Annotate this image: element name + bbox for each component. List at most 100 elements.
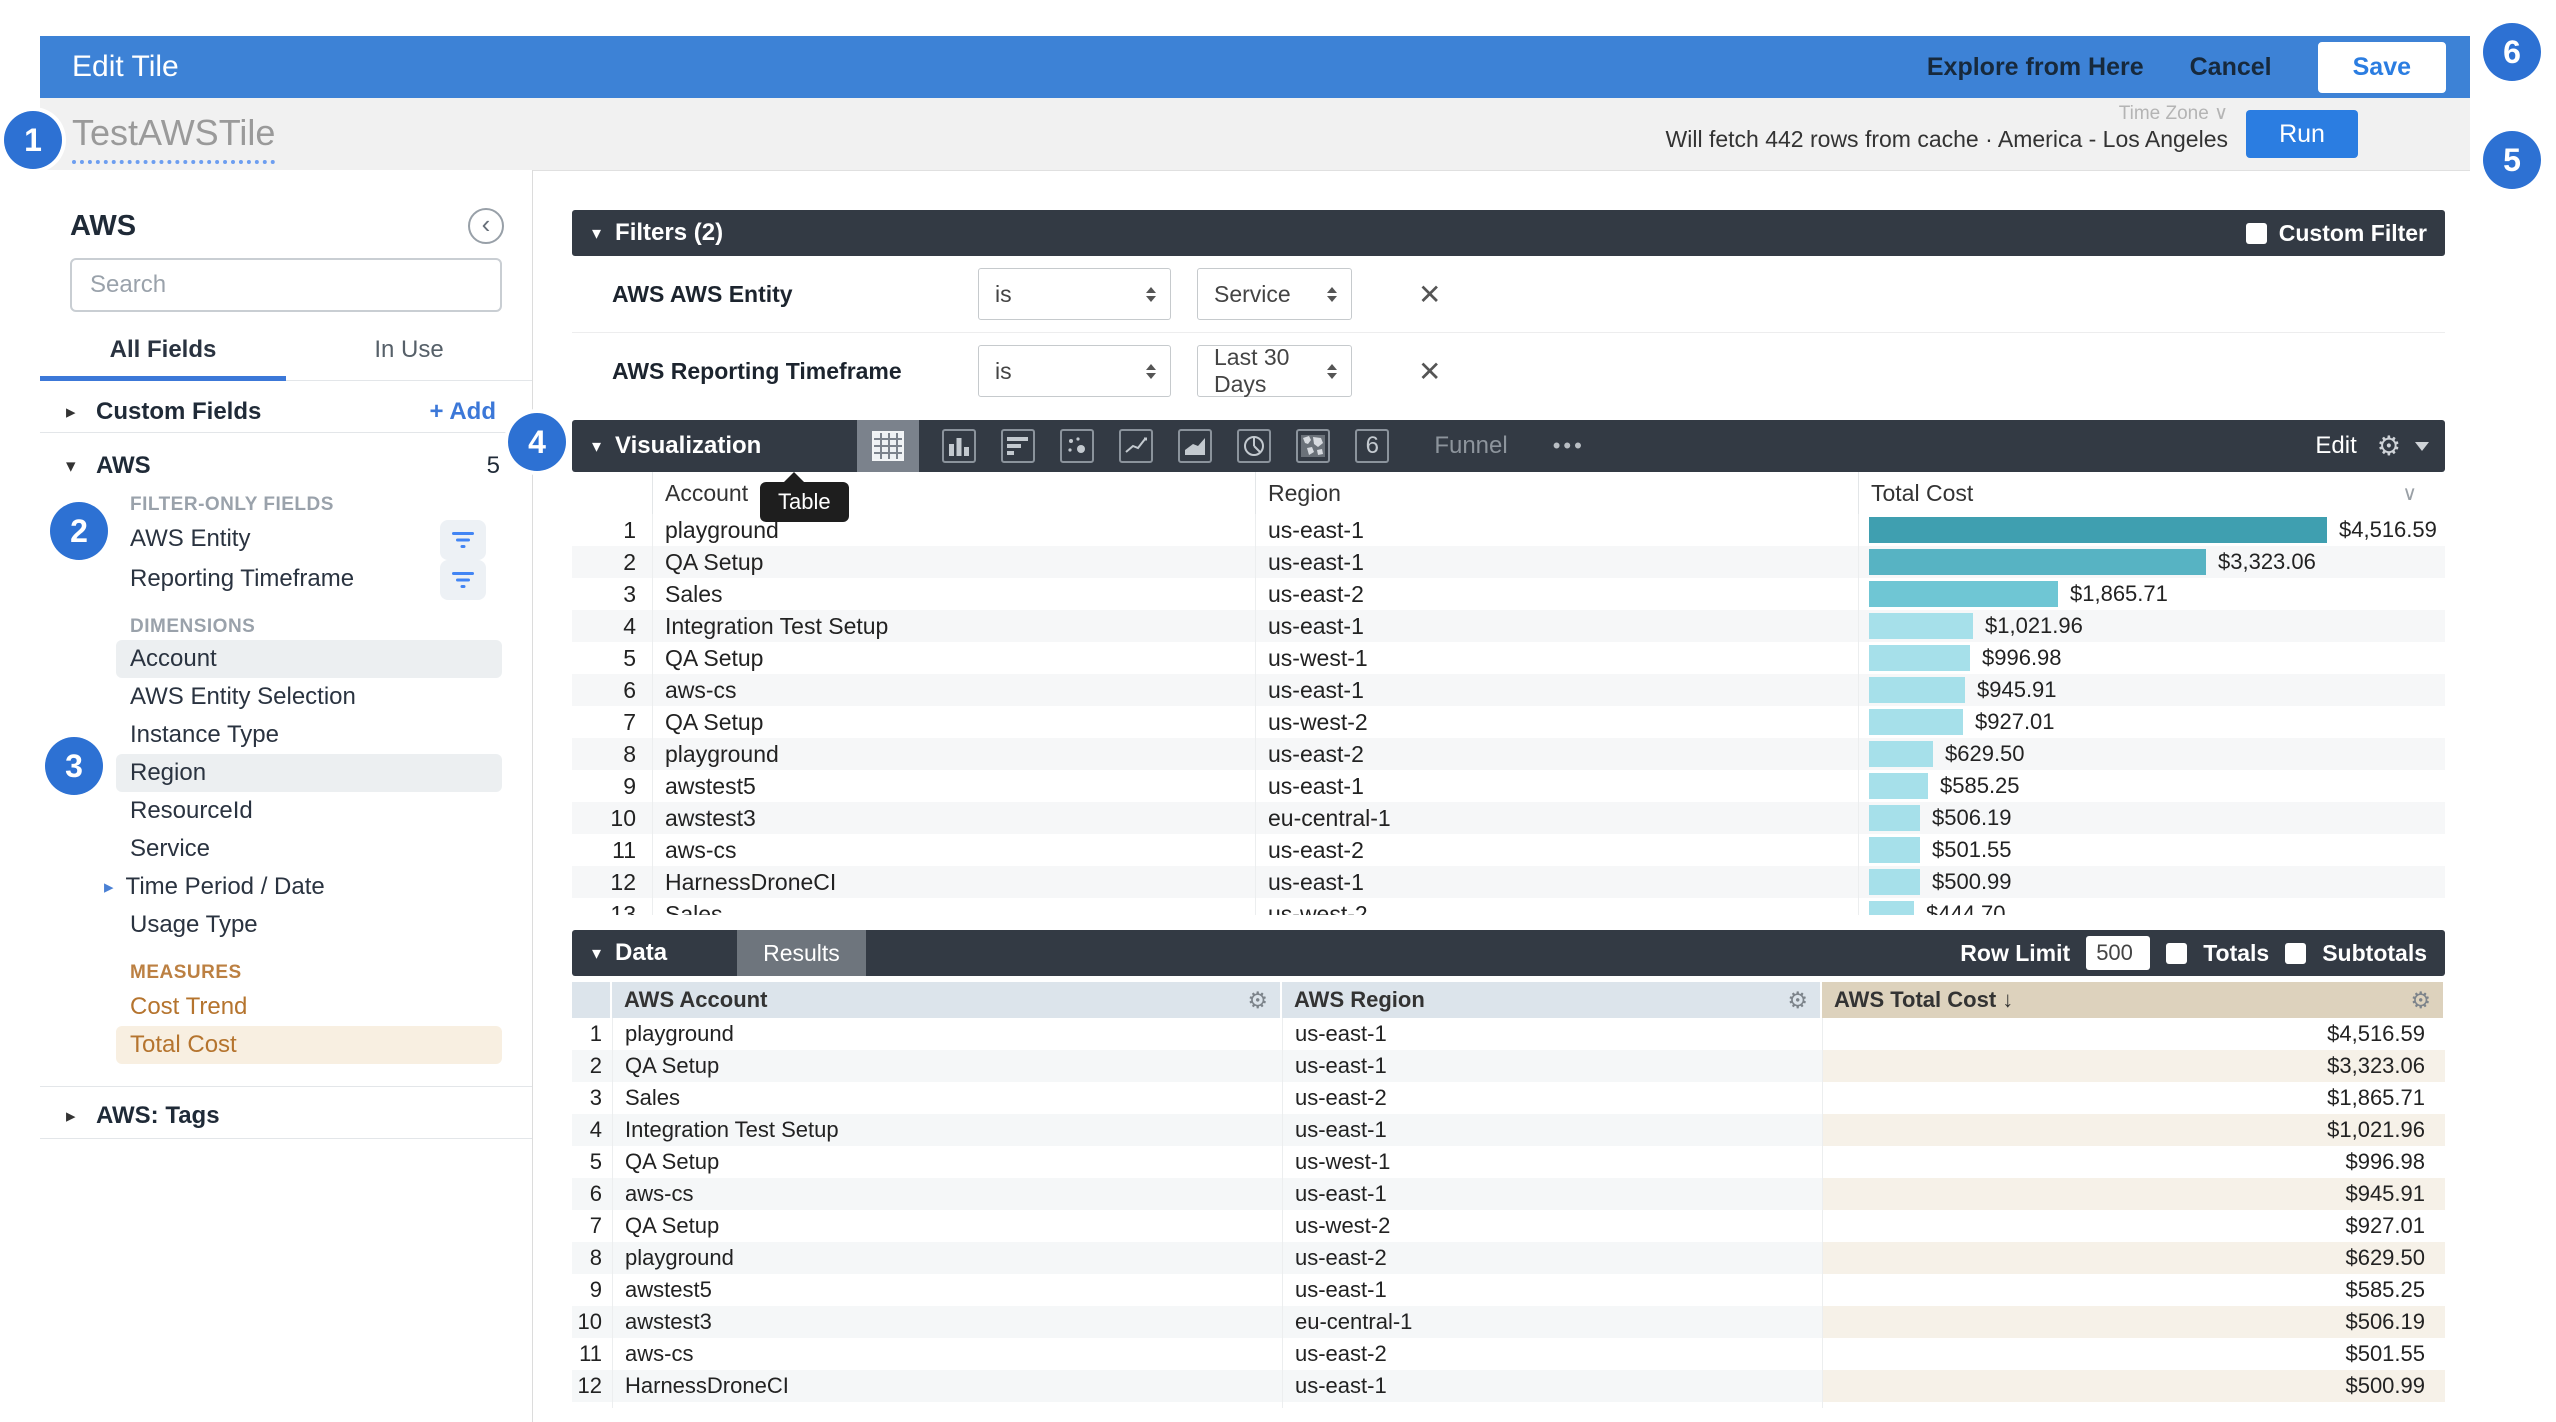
region-cell[interactable]: us-west-1 bbox=[1282, 1146, 1822, 1178]
data-table-row[interactable]: 3 Sales us-east-2 $1,865.71 bbox=[572, 1082, 2445, 1114]
region-cell[interactable]: us-east-1 bbox=[1255, 674, 1858, 706]
region-cell[interactable]: eu-central-1 bbox=[1282, 1306, 1822, 1338]
account-cell[interactable]: Integration Test Setup bbox=[652, 610, 1255, 642]
remove-filter-icon[interactable]: ✕ bbox=[1418, 278, 1442, 310]
column-gear-icon[interactable]: ⚙ bbox=[1787, 986, 1808, 1013]
account-cell[interactable]: QA Setup bbox=[652, 546, 1255, 578]
viz-type-table-button[interactable] bbox=[857, 420, 920, 472]
total-cost-cell[interactable]: $927.01 bbox=[1858, 706, 2445, 738]
data-table-row[interactable]: 13 Sales us-west-2 $444.70 bbox=[572, 1402, 2445, 1408]
account-cell[interactable]: HarnessDroneCI bbox=[612, 1370, 1282, 1402]
dimension-instance-type[interactable]: Instance Type bbox=[116, 716, 502, 754]
cancel-button[interactable]: Cancel bbox=[2189, 52, 2272, 81]
dimension-resourceid[interactable]: ResourceId bbox=[116, 792, 502, 830]
account-cell[interactable]: awstest3 bbox=[612, 1306, 1282, 1338]
region-cell[interactable]: us-east-1 bbox=[1282, 1178, 1822, 1210]
add-custom-field-button[interactable]: + Add bbox=[429, 398, 496, 425]
total-cost-cell[interactable]: $506.19 bbox=[1858, 802, 2445, 834]
subtotals-checkbox[interactable] bbox=[2285, 942, 2307, 964]
region-cell[interactable]: us-west-1 bbox=[1255, 642, 1858, 674]
total-cost-cell[interactable]: $945.91 bbox=[1858, 674, 2445, 706]
region-cell[interactable]: us-west-2 bbox=[1255, 898, 1858, 915]
caret-down-icon[interactable]: ▾ bbox=[66, 455, 76, 477]
viz-type-scatter-button[interactable] bbox=[1058, 427, 1096, 465]
viz-edit-button[interactable]: Edit bbox=[2315, 432, 2357, 459]
cost-cell[interactable]: $4,516.59 bbox=[1822, 1018, 2445, 1050]
caret-down-icon[interactable]: ▾ bbox=[592, 942, 602, 963]
cost-cell[interactable]: $3,323.06 bbox=[1822, 1050, 2445, 1082]
data-table-row[interactable]: 4 Integration Test Setup us-east-1 $1,02… bbox=[572, 1114, 2445, 1146]
viz-table-row[interactable]: 13 Sales us-west-2 $444.70 bbox=[572, 898, 2445, 915]
data-table-row[interactable]: 5 QA Setup us-west-1 $996.98 bbox=[572, 1146, 2445, 1178]
measure-total-cost[interactable]: Total Cost bbox=[116, 1026, 502, 1064]
explore-from-here-button[interactable]: Explore from Here bbox=[1926, 52, 2144, 81]
data-table-row[interactable]: 11 aws-cs us-east-2 $501.55 bbox=[572, 1338, 2445, 1370]
account-cell[interactable]: HarnessDroneCI bbox=[652, 866, 1255, 898]
account-cell[interactable]: playground bbox=[612, 1018, 1282, 1050]
cost-cell[interactable]: $1,865.71 bbox=[1822, 1082, 2445, 1114]
region-cell[interactable]: us-west-2 bbox=[1255, 706, 1858, 738]
cost-cell[interactable]: $500.99 bbox=[1822, 1370, 2445, 1402]
viz-type-line-button[interactable] bbox=[1117, 427, 1155, 465]
region-cell[interactable]: us-east-1 bbox=[1282, 1018, 1822, 1050]
total-cost-cell[interactable]: $996.98 bbox=[1858, 642, 2445, 674]
viz-table-row[interactable]: 1 playground us-east-1 $4,516.59 bbox=[572, 514, 2445, 546]
dimension-time-period-date[interactable]: ▸ Time Period / Date bbox=[104, 868, 502, 906]
results-tab[interactable]: Results bbox=[737, 930, 866, 976]
total-cost-cell[interactable]: $3,323.06 bbox=[1858, 546, 2445, 578]
custom-fields-row[interactable]: ▸ Custom Fields + Add bbox=[40, 392, 532, 433]
remove-filter-icon[interactable]: ✕ bbox=[1418, 355, 1442, 387]
data-table-row[interactable]: 8 playground us-east-2 $629.50 bbox=[572, 1242, 2445, 1274]
column-gear-icon[interactable]: ⚙ bbox=[2410, 986, 2431, 1013]
region-cell[interactable]: us-east-1 bbox=[1255, 610, 1858, 642]
account-cell[interactable]: Sales bbox=[612, 1402, 1282, 1408]
account-cell[interactable]: Integration Test Setup bbox=[612, 1114, 1282, 1146]
total-cost-cell[interactable]: $500.99 bbox=[1858, 866, 2445, 898]
viz-table-row[interactable]: 8 playground us-east-2 $629.50 bbox=[572, 738, 2445, 770]
caret-down-icon[interactable]: ▾ bbox=[592, 222, 602, 243]
viz-type-funnel-button[interactable]: Funnel bbox=[1434, 432, 1508, 459]
run-button[interactable]: Run bbox=[2246, 110, 2358, 158]
caret-down-icon[interactable]: ▾ bbox=[592, 435, 602, 456]
tile-name-input[interactable]: TestAWSTile bbox=[72, 112, 276, 164]
total-cost-cell[interactable]: $1,021.96 bbox=[1858, 610, 2445, 642]
account-cell[interactable]: awstest3 bbox=[652, 802, 1255, 834]
dimension-aws-entity-selection[interactable]: AWS Entity Selection bbox=[116, 678, 502, 716]
cost-cell[interactable]: $1,021.96 bbox=[1822, 1114, 2445, 1146]
region-cell[interactable]: us-east-1 bbox=[1255, 546, 1858, 578]
dimension-usage-type[interactable]: Usage Type bbox=[116, 906, 502, 944]
cost-cell[interactable]: $996.98 bbox=[1822, 1146, 2445, 1178]
viz-col-total-cost[interactable]: Total Cost ∨ bbox=[1858, 472, 2445, 514]
account-cell[interactable]: Sales bbox=[652, 578, 1255, 610]
viz-table-row[interactable]: 3 Sales us-east-2 $1,865.71 bbox=[572, 578, 2445, 610]
viz-table-row[interactable]: 2 QA Setup us-east-1 $3,323.06 bbox=[572, 546, 2445, 578]
viz-col-region[interactable]: Region bbox=[1255, 472, 1858, 514]
column-menu-chevron-icon[interactable]: ∨ bbox=[2402, 482, 2417, 505]
total-cost-cell[interactable]: $585.25 bbox=[1858, 770, 2445, 802]
data-col-aws-total-cost[interactable]: AWS Total Cost ↓ ⚙ bbox=[1822, 982, 2445, 1018]
viz-type-map-button[interactable] bbox=[1294, 427, 1332, 465]
account-cell[interactable]: playground bbox=[652, 514, 1255, 546]
timezone-dropdown[interactable]: Time Zone ∨ bbox=[2118, 103, 2228, 124]
dimension-region[interactable]: Region bbox=[116, 754, 502, 792]
cost-cell[interactable]: $927.01 bbox=[1822, 1210, 2445, 1242]
dimension-service[interactable]: Service bbox=[116, 830, 502, 868]
viz-table-row[interactable]: 9 awstest5 us-east-1 $585.25 bbox=[572, 770, 2445, 802]
data-table-row[interactable]: 6 aws-cs us-east-1 $945.91 bbox=[572, 1178, 2445, 1210]
field-reporting-timeframe[interactable]: Reporting Timeframe bbox=[116, 560, 502, 598]
tab-all-fields[interactable]: All Fields bbox=[109, 336, 217, 363]
filters-section-header[interactable]: ▾ Filters (2) Custom Filter bbox=[572, 210, 2445, 256]
region-cell[interactable]: us-west-2 bbox=[1282, 1402, 1822, 1408]
viz-col-account[interactable]: Account bbox=[652, 472, 1255, 514]
total-cost-cell[interactable]: $4,516.59 bbox=[1858, 514, 2445, 546]
tab-in-use[interactable]: In Use bbox=[374, 336, 444, 363]
region-cell[interactable]: us-east-1 bbox=[1282, 1370, 1822, 1402]
region-cell[interactable]: us-east-2 bbox=[1255, 834, 1858, 866]
viz-table-row[interactable]: 10 awstest3 eu-central-1 $506.19 bbox=[572, 802, 2445, 834]
viz-type-area-button[interactable] bbox=[1176, 427, 1214, 465]
viz-table-row[interactable]: 6 aws-cs us-east-1 $945.91 bbox=[572, 674, 2445, 706]
region-cell[interactable]: us-east-1 bbox=[1255, 770, 1858, 802]
data-table-row[interactable]: 1 playground us-east-1 $4,516.59 bbox=[572, 1018, 2445, 1050]
filter-reporting-timeframe-button[interactable] bbox=[440, 560, 486, 600]
region-cell[interactable]: us-east-1 bbox=[1282, 1274, 1822, 1306]
